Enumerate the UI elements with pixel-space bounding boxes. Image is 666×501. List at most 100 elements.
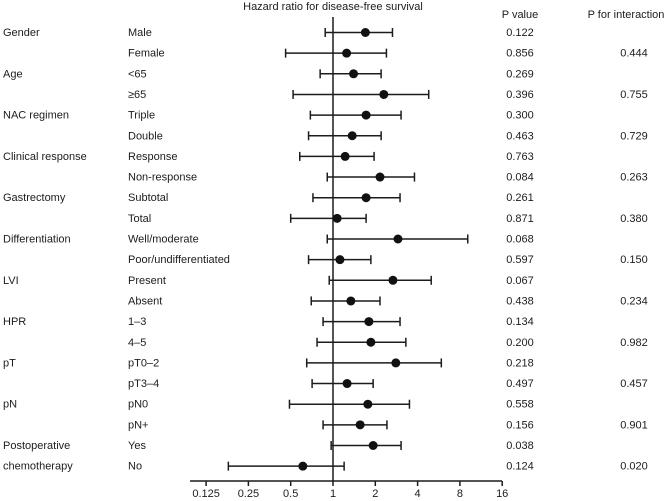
hr-dot [391,358,401,368]
p-interaction-value: 0.982 [620,337,648,349]
hr-dot [363,399,373,409]
row-group-label: chemotherapy [3,461,73,473]
row-subgroup-label: ≥65 [128,89,146,101]
x-axis-tick-label: 0.5 [283,488,298,500]
row-subgroup-label: 1–3 [128,316,146,328]
hr-dot [388,275,398,285]
row-group-label: HPR [3,316,26,328]
p-value: 0.124 [506,461,534,473]
x-axis-tick-label: 8 [457,488,463,500]
p-value: 0.156 [506,419,534,431]
p-interaction-column-header: P for interaction [587,9,665,21]
p-value: 0.763 [506,151,534,163]
p-value-column-header: P value [501,9,539,21]
p-value: 0.038 [506,440,534,452]
row-subgroup-label: pT3–4 [128,378,159,390]
row-subgroup-label: Male [128,27,152,39]
row-group-label: pT [3,357,16,369]
p-value: 0.597 [506,254,534,266]
p-value: 0.068 [506,234,534,246]
x-axis-tick-label: 1 [330,488,336,500]
p-interaction-value: 0.234 [620,295,648,307]
row-subgroup-label: <65 [128,68,147,80]
p-value: 0.261 [506,192,534,204]
hr-dot [375,172,385,182]
p-value: 0.396 [506,89,534,101]
hr-dot [361,110,371,120]
row-group-label: pN [3,399,17,411]
row-subgroup-label: Female [128,48,165,60]
row-group-label: Differentiation [3,234,71,246]
row-subgroup-label: Present [128,275,166,287]
hr-dot [332,213,342,223]
hr-dot [349,69,359,79]
hr-dot [335,255,345,265]
row-subgroup-label: pT0–2 [128,357,159,369]
x-axis-tick-label: 4 [415,488,421,500]
hr-dot [298,461,308,471]
p-value: 0.300 [506,110,534,122]
row-subgroup-label: No [128,461,142,473]
p-value: 0.497 [506,378,534,390]
row-subgroup-label: Triple [128,110,155,122]
row-subgroup-label: pN+ [128,419,149,431]
row-subgroup-label: Non-response [128,172,197,184]
row-subgroup-label: pN0 [128,399,148,411]
p-value: 0.200 [506,337,534,349]
p-interaction-value: 0.150 [620,254,648,266]
p-value: 0.218 [506,357,534,369]
p-interaction-value: 0.020 [620,461,648,473]
p-value: 0.856 [506,48,534,60]
p-value: 0.438 [506,295,534,307]
row-group-label: Age [3,68,23,80]
row-subgroup-label: Double [128,130,163,142]
p-interaction-value: 0.901 [620,419,648,431]
hr-dot [361,193,371,203]
row-subgroup-label: Yes [128,440,146,452]
row-group-label: Gender [3,27,40,39]
p-interaction-value: 0.729 [620,130,648,142]
row-subgroup-label: Absent [128,295,162,307]
x-axis-tick-label: 16 [496,488,508,500]
row-subgroup-label: Total [128,213,151,225]
x-axis-tick-label: 0.125 [192,488,220,500]
hr-dot [379,89,389,99]
row-subgroup-label: Poor/undifferentiated [128,254,230,266]
hr-dot [360,28,370,37]
row-subgroup-label: Well/moderate [128,234,199,246]
p-value: 0.463 [506,130,534,142]
p-value: 0.871 [506,213,534,225]
row-subgroup-label: 4–5 [128,337,146,349]
p-value: 0.558 [506,399,534,411]
hr-dot [340,151,350,161]
hr-dot [355,420,365,430]
x-axis-tick-label: 0.25 [238,488,259,500]
p-interaction-value: 0.263 [620,172,648,184]
hr-dot [342,48,352,58]
hr-dot [342,379,352,389]
hr-dot [346,296,356,306]
p-interaction-value: 0.444 [620,48,648,60]
row-group-label: Clinical response [3,151,87,163]
p-value: 0.067 [506,275,534,287]
p-value: 0.134 [506,316,534,328]
hr-dot [347,131,357,141]
row-group-label: Postoperative [3,440,70,452]
row-group-label: NAC regimen [3,110,69,122]
chart-title: Hazard ratio for disease-free survival [243,1,423,13]
p-interaction-value: 0.380 [620,213,648,225]
p-interaction-value: 0.457 [620,378,648,390]
p-value: 0.122 [506,27,534,39]
hr-dot [366,337,376,347]
row-group-label: LVI [3,275,19,287]
row-subgroup-label: Subtotal [128,192,168,204]
hr-dot [364,317,374,327]
x-axis-tick-label: 2 [372,488,378,500]
hr-dot [393,234,403,244]
p-value: 0.084 [506,172,534,184]
p-value: 0.269 [506,68,534,80]
p-interaction-value: 0.755 [620,89,648,101]
row-subgroup-label: Response [128,151,178,163]
